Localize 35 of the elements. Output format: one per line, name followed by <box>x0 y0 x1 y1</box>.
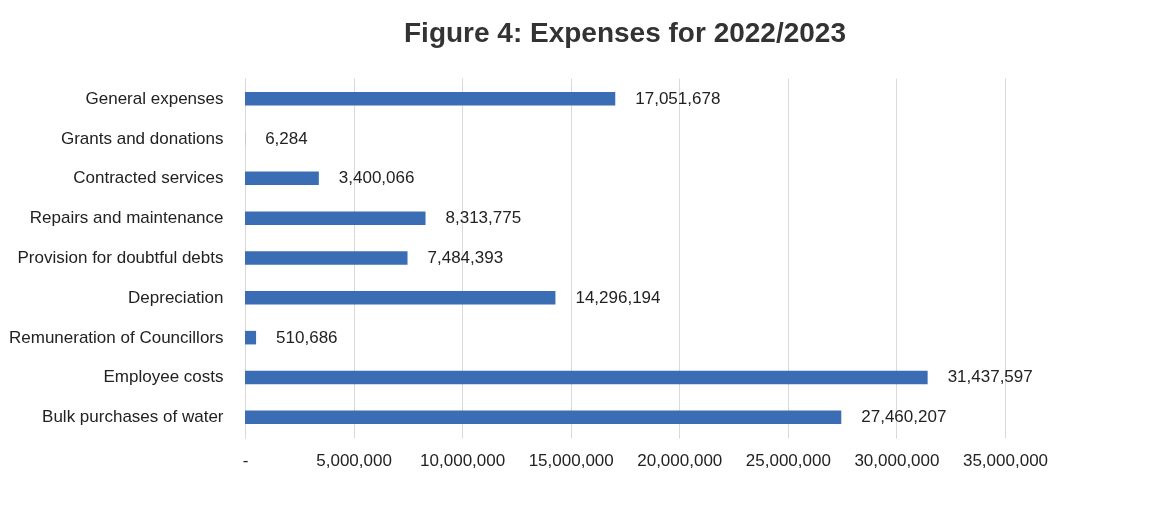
y-tick-label: Bulk purchases of water <box>42 407 224 427</box>
bar <box>245 370 928 385</box>
x-tick-label: - <box>242 450 249 470</box>
chart-title: Figure 4: Expenses for 2022/2023 <box>404 17 846 48</box>
bar <box>245 91 616 106</box>
data-label: 27,460,207 <box>861 407 947 427</box>
x-tick-label: 25,000,000 <box>745 450 831 470</box>
data-label: 17,051,678 <box>635 88 721 108</box>
x-tick-label: 10,000,000 <box>420 450 506 470</box>
x-tick-label: 15,000,000 <box>528 450 614 470</box>
y-tick-label: General expenses <box>85 88 224 108</box>
data-label: 510,686 <box>276 327 338 347</box>
y-tick-label: Employee costs <box>103 367 224 387</box>
bar <box>245 330 257 345</box>
y-tick-label: Remuneration of Councillors <box>9 327 224 347</box>
data-label: 8,313,775 <box>445 208 522 228</box>
y-tick-label: Repairs and maintenance <box>29 208 224 228</box>
bar <box>245 211 426 225</box>
data-label: 6,284 <box>265 128 308 148</box>
x-tick-label: 20,000,000 <box>637 450 723 470</box>
x-tick-label: 30,000,000 <box>854 450 940 470</box>
x-tick-label: 35,000,000 <box>962 450 1049 470</box>
x-tick-label: 5,000,000 <box>316 450 392 470</box>
bar <box>245 410 842 425</box>
y-tick-label: Contracted services <box>73 168 224 188</box>
y-tick-label: Grants and donations <box>60 128 224 148</box>
bar <box>245 291 556 305</box>
y-tick-label: Provision for doubtful debts <box>17 248 224 267</box>
data-label: 14,296,194 <box>575 287 661 307</box>
bar <box>245 171 319 186</box>
data-label: 31,437,597 <box>947 367 1033 387</box>
bar <box>245 251 408 265</box>
y-tick-label: Depreciation <box>128 287 224 307</box>
data-label: 7,484,393 <box>427 248 504 267</box>
data-label: 3,400,066 <box>338 168 415 188</box>
